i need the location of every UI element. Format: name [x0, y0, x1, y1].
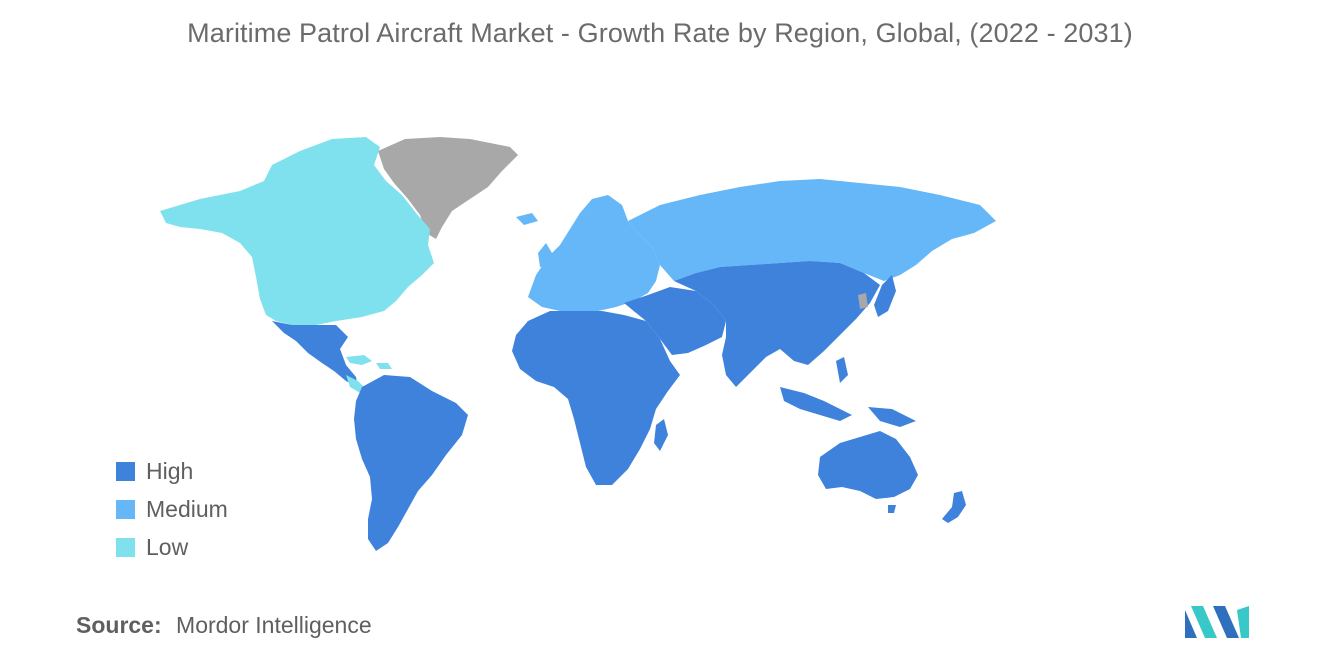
region-south-america: [354, 375, 468, 551]
region-central-america-south: [346, 375, 366, 393]
legend-swatch-medium: [116, 499, 135, 519]
region-madagascar: [654, 419, 668, 451]
legend-item-high: High: [116, 452, 228, 490]
chart-title: Maritime Patrol Aircraft Market - Growth…: [187, 18, 1133, 48]
region-new-zealand: [942, 491, 966, 523]
legend-label-low: Low: [146, 533, 189, 560]
legend-label-medium: Medium: [146, 495, 228, 522]
region-australia: [818, 431, 918, 499]
region-southeast-asia: [780, 387, 852, 421]
region-asia: [674, 261, 880, 387]
region-europe: [528, 195, 660, 313]
region-uk: [538, 243, 552, 267]
source-value: Mordor Intelligence: [176, 612, 372, 638]
region-russia: [628, 179, 996, 281]
source-label: Source:: [76, 612, 162, 638]
region-korea: [858, 293, 868, 309]
region-greenland: [378, 137, 518, 239]
region-caribbean: [346, 355, 372, 365]
region-iceland: [516, 213, 538, 225]
mordor-intelligence-logo-icon: [1185, 606, 1249, 638]
region-tasmania: [888, 505, 896, 513]
region-north-america: [160, 137, 434, 325]
legend-swatch-low: [116, 537, 135, 557]
legend-label-high: High: [146, 457, 194, 484]
legend-swatch-high: [116, 461, 135, 481]
region-central-america: [272, 321, 358, 387]
legend-item-low: Low: [116, 528, 228, 566]
legend-item-medium: Medium: [116, 490, 228, 528]
region-japan: [874, 275, 896, 317]
region-philippines: [836, 357, 848, 383]
world-map: [160, 137, 996, 551]
region-africa: [512, 311, 680, 485]
region-caribbean-islands: [376, 363, 392, 369]
legend: High Medium Low: [116, 452, 228, 566]
source-line: Source: Mordor Intelligence: [76, 612, 372, 639]
region-new-guinea: [868, 407, 916, 427]
region-middle-east: [624, 287, 726, 355]
